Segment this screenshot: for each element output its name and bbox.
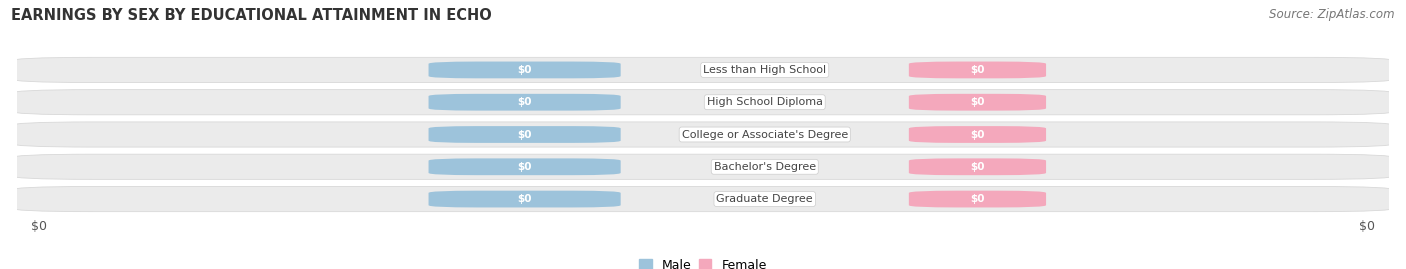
Text: Less than High School: Less than High School [703, 65, 827, 75]
FancyBboxPatch shape [10, 57, 1396, 83]
Text: EARNINGS BY SEX BY EDUCATIONAL ATTAINMENT IN ECHO: EARNINGS BY SEX BY EDUCATIONAL ATTAINMEN… [11, 8, 492, 23]
FancyBboxPatch shape [429, 191, 620, 207]
Text: Bachelor's Degree: Bachelor's Degree [714, 162, 815, 172]
Text: $0: $0 [1360, 220, 1375, 233]
Text: $0: $0 [31, 220, 46, 233]
FancyBboxPatch shape [908, 126, 1046, 143]
Legend: Male, Female: Male, Female [634, 254, 772, 269]
FancyBboxPatch shape [908, 62, 1046, 78]
Text: $0: $0 [517, 194, 531, 204]
FancyBboxPatch shape [429, 62, 620, 78]
Text: College or Associate's Degree: College or Associate's Degree [682, 129, 848, 140]
Text: $0: $0 [517, 65, 531, 75]
Text: $0: $0 [970, 162, 984, 172]
FancyBboxPatch shape [10, 90, 1396, 115]
Text: $0: $0 [970, 129, 984, 140]
FancyBboxPatch shape [429, 158, 620, 175]
Text: $0: $0 [970, 97, 984, 107]
FancyBboxPatch shape [10, 122, 1396, 147]
FancyBboxPatch shape [429, 94, 620, 111]
FancyBboxPatch shape [908, 191, 1046, 207]
FancyBboxPatch shape [10, 186, 1396, 212]
FancyBboxPatch shape [908, 158, 1046, 175]
FancyBboxPatch shape [10, 154, 1396, 179]
Text: High School Diploma: High School Diploma [707, 97, 823, 107]
FancyBboxPatch shape [908, 94, 1046, 111]
Text: Source: ZipAtlas.com: Source: ZipAtlas.com [1270, 8, 1395, 21]
Text: $0: $0 [517, 97, 531, 107]
FancyBboxPatch shape [429, 126, 620, 143]
Text: $0: $0 [517, 162, 531, 172]
Text: $0: $0 [970, 65, 984, 75]
Text: Graduate Degree: Graduate Degree [717, 194, 813, 204]
Text: $0: $0 [517, 129, 531, 140]
Text: $0: $0 [970, 194, 984, 204]
